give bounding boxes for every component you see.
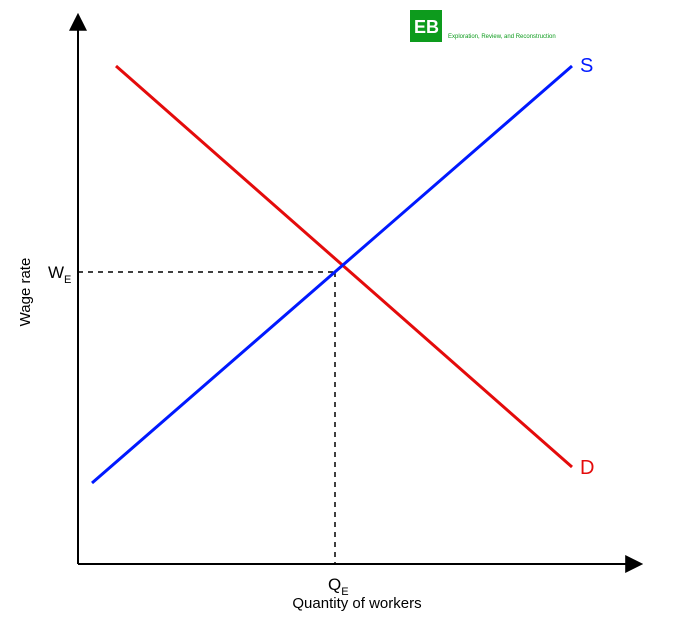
- demand-label: D: [580, 457, 594, 479]
- x-axis-label: Quantity of workers: [292, 595, 421, 612]
- logo-text: EB: [414, 17, 439, 37]
- supply-label: S: [580, 55, 593, 77]
- logo-subtitle: Exploration, Review, and Reconstruction: [448, 34, 556, 40]
- supply-demand-chart: EB Exploration, Review, and Reconstructio…: [0, 0, 700, 620]
- chart-background: [0, 0, 700, 620]
- y-axis-label: Wage rate: [17, 258, 34, 327]
